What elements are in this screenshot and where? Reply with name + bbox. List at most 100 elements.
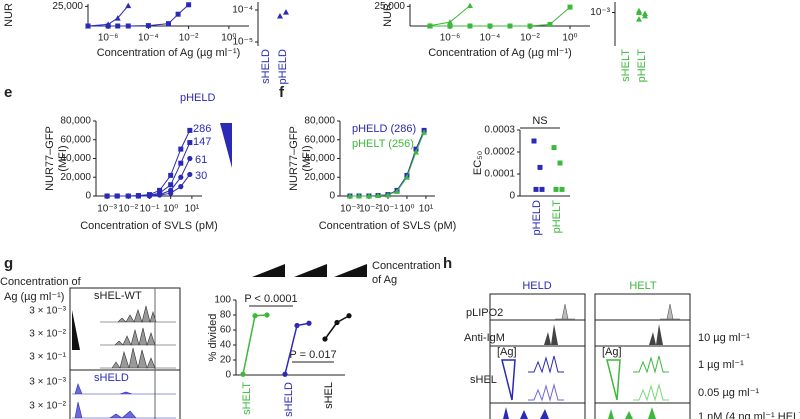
histogram <box>555 303 575 320</box>
data-point <box>187 155 193 162</box>
data-point <box>365 193 372 199</box>
category-label: sHEL <box>323 382 335 409</box>
y-tick-label: 0.0003 <box>484 125 515 136</box>
y-tick-label: 0 <box>225 370 231 381</box>
x-tick-label: 10⁻³ <box>97 204 117 215</box>
data-point <box>252 313 258 319</box>
data-point <box>553 186 559 192</box>
x-tick-label: 10⁻² <box>359 204 379 215</box>
y-tick-label: 0 <box>329 191 335 202</box>
data-point <box>642 12 648 19</box>
histogram-frame <box>69 287 181 419</box>
group-label: sHELD <box>94 372 129 384</box>
y-axis-label: NUR <box>382 3 394 27</box>
dose-wedge <box>220 123 232 168</box>
data-point <box>178 184 184 190</box>
data-point <box>178 174 184 180</box>
data-point <box>334 319 340 326</box>
histogram <box>643 324 671 345</box>
x-tick-label: 10⁻¹ <box>378 204 398 215</box>
data-point <box>178 146 184 152</box>
dose-label: 10 µg ml⁻¹ <box>698 332 750 344</box>
y-axis-label: % divided <box>207 314 219 362</box>
y-axis-label: (MFI) <box>301 145 313 171</box>
histogram-frame <box>489 293 586 419</box>
data-point <box>168 182 174 188</box>
data-point <box>537 164 543 170</box>
data-point <box>146 193 153 199</box>
y-tick-label: 0.0001 <box>484 169 515 180</box>
annotation: P < 0.0001 <box>244 293 297 305</box>
y-axis-label: NUR77–GFP <box>288 126 300 191</box>
data-point <box>551 145 557 151</box>
histogram <box>528 355 564 374</box>
panel-label: g <box>4 255 13 272</box>
group-label: sHEL-WT <box>94 290 142 302</box>
histogram <box>633 355 669 374</box>
data-point <box>413 148 419 155</box>
data-point <box>306 320 312 326</box>
data-point <box>636 16 642 22</box>
y-tick-label: 20 <box>220 355 232 366</box>
y-tick-label: 25,000 <box>374 1 405 12</box>
x-tick-label: 10⁻² <box>520 33 540 44</box>
histogram <box>633 383 669 402</box>
y-tick-label: 40 <box>220 340 232 351</box>
data-point <box>531 138 537 144</box>
data-point <box>346 313 352 319</box>
x-tick-label: 10⁰ <box>562 33 577 44</box>
data-point <box>125 193 131 199</box>
category-label: sHELT <box>241 382 253 415</box>
ag-label: [Ag] <box>497 346 517 358</box>
x-tick-label: 10⁻² <box>179 33 199 44</box>
y-tick-label: 0 <box>85 191 91 202</box>
x-axis-label: Concentration of SVLS (pM) <box>319 220 457 232</box>
category-label: pHELD <box>531 200 543 236</box>
data-point <box>187 140 193 146</box>
legend-label: 61 <box>195 154 207 166</box>
data-point <box>115 23 121 29</box>
y-tick-label: 25,000 <box>52 1 83 12</box>
y-tick-label: 10⁻⁴ <box>232 5 253 16</box>
data-point <box>187 127 193 133</box>
y-tick-label: 0 <box>509 191 515 202</box>
data-point <box>282 371 288 377</box>
category-label: pHELT <box>551 200 563 234</box>
legend-label: 147 <box>193 136 211 148</box>
panel-label: h <box>443 255 452 272</box>
y-tick-label: 80,000 <box>304 116 335 127</box>
data-point <box>168 172 174 178</box>
y-tick-label: 40,000 <box>60 153 91 164</box>
series-line <box>88 4 189 27</box>
legend-title: of Ag <box>372 274 397 286</box>
data-point <box>447 23 453 29</box>
column-label: HELT <box>629 280 657 292</box>
dose-wedge <box>252 264 285 277</box>
data-point <box>527 23 533 29</box>
data-point <box>240 371 246 377</box>
data-point <box>507 23 513 29</box>
dose-wedge <box>501 359 516 401</box>
y-axis-label: (MFI) <box>57 145 69 171</box>
legend-label: 286 <box>193 123 211 135</box>
data-point <box>356 193 362 199</box>
dose-label: 1 µg ml⁻¹ <box>698 359 744 371</box>
data-point <box>375 192 381 199</box>
data-point <box>533 186 539 192</box>
series-line <box>107 142 191 197</box>
data-point <box>421 129 428 135</box>
data-point <box>157 192 163 198</box>
y-tick-label: 100 <box>214 295 231 306</box>
data-point <box>178 160 184 166</box>
row-label: Anti-IgM <box>464 332 505 344</box>
data-point <box>187 171 193 178</box>
x-axis-label: Concentration of Ag (µg ml⁻¹) <box>97 47 241 59</box>
y-tick-label: 0.0002 <box>484 147 515 158</box>
data-point <box>384 191 391 198</box>
data-point <box>104 193 110 199</box>
data-point <box>125 23 131 29</box>
histogram <box>660 303 680 320</box>
series-line <box>107 130 191 197</box>
legend-title: pHELD <box>180 92 216 104</box>
x-tick-label: 10⁰ <box>163 204 178 215</box>
